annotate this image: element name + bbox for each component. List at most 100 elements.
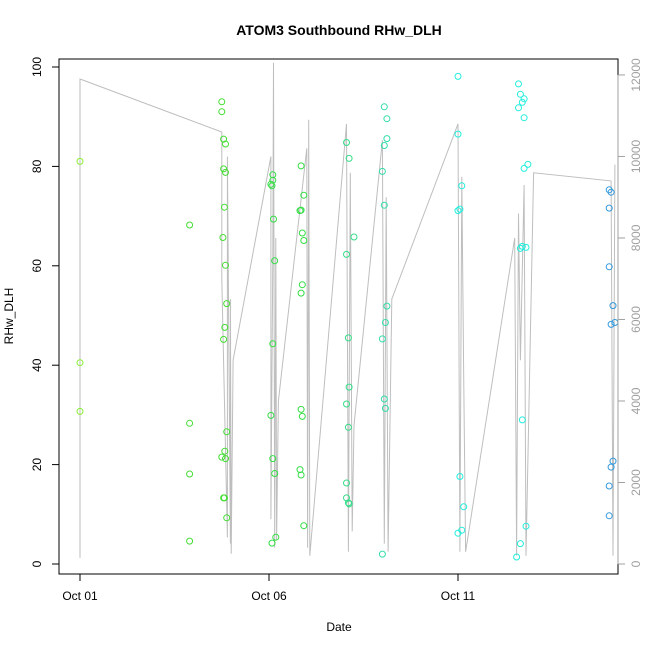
data-point <box>456 205 464 213</box>
data-point <box>458 182 466 190</box>
data-point <box>520 164 528 172</box>
data-point <box>454 130 462 138</box>
points-layer <box>76 72 619 561</box>
data-point <box>520 95 528 103</box>
data-point <box>297 289 305 297</box>
y-tick-label: 0 <box>30 560 44 567</box>
data-point <box>607 320 615 328</box>
data-point <box>186 419 194 427</box>
data-point <box>383 135 391 143</box>
data-point <box>378 167 386 175</box>
data-point <box>516 90 524 98</box>
data-point <box>298 281 306 289</box>
data-point <box>607 188 615 196</box>
data-point <box>383 115 391 123</box>
data-point <box>271 470 279 477</box>
data-point <box>221 323 229 331</box>
data-point <box>607 463 615 471</box>
data-point <box>222 140 229 148</box>
data-point <box>298 229 306 237</box>
data-point <box>343 250 350 258</box>
data-point <box>605 512 613 520</box>
data-point <box>518 416 526 424</box>
data-point <box>269 455 277 463</box>
x-tick-label: Oct 11 <box>441 589 476 603</box>
data-point <box>380 103 388 111</box>
data-point <box>344 423 352 431</box>
data-point <box>76 157 84 165</box>
data-point <box>221 447 229 455</box>
data-point <box>605 204 613 212</box>
data-point <box>350 233 358 241</box>
data-point <box>297 162 305 170</box>
y2-tick-label: 10000 <box>629 139 643 173</box>
x-axis-label: Date <box>326 620 352 634</box>
data-point <box>296 207 304 215</box>
data-point <box>223 514 231 522</box>
data-point <box>218 108 226 116</box>
data-point <box>76 359 84 367</box>
data-point <box>518 242 526 250</box>
y-tick-label: 60 <box>30 259 44 273</box>
data-point <box>272 533 280 541</box>
data-point <box>270 215 277 223</box>
y-tick-label: 100 <box>30 57 44 77</box>
data-point <box>343 400 350 408</box>
data-point <box>300 237 308 244</box>
data-point <box>518 98 526 106</box>
data-point <box>219 234 227 241</box>
axes-layer: Oct 01 Oct 06 Oct 11 0 20 40 60 80 100 0 2000 4000 6… <box>30 57 643 603</box>
data-point <box>345 383 353 391</box>
data-point <box>454 207 462 215</box>
data-point <box>218 98 226 106</box>
data-point <box>300 522 308 530</box>
y-axis-label: RHw_DLH <box>2 288 16 345</box>
data-point <box>522 522 530 530</box>
secondary-series-line <box>79 62 616 558</box>
y-tick-label: 80 <box>30 159 44 173</box>
data-point <box>454 72 462 80</box>
data-point <box>268 539 276 547</box>
data-point <box>516 540 524 548</box>
data-point <box>218 453 226 461</box>
data-point <box>345 500 353 508</box>
data-point <box>344 334 352 342</box>
y2-tick-label: 4000 <box>629 387 643 414</box>
data-point <box>381 404 389 412</box>
data-point <box>298 412 306 420</box>
data-point <box>381 319 389 326</box>
data-point <box>267 180 275 188</box>
data-point <box>520 114 528 122</box>
data-point <box>383 302 391 310</box>
data-point <box>516 244 524 252</box>
data-point <box>222 455 229 463</box>
y2-tick-label: 8000 <box>629 224 643 251</box>
data-point <box>186 470 194 478</box>
data-point <box>220 165 228 173</box>
data-point <box>268 182 276 190</box>
data-point <box>223 300 231 308</box>
data-point <box>297 471 305 479</box>
data-point <box>609 457 617 465</box>
data-point <box>344 499 352 507</box>
data-point <box>515 80 522 88</box>
data-point <box>76 407 84 415</box>
data-point <box>524 160 532 168</box>
y-tick-label: 40 <box>30 358 44 372</box>
data-point <box>343 139 350 146</box>
data-point <box>343 479 350 487</box>
data-point <box>297 405 305 413</box>
plot-box <box>58 58 619 575</box>
data-point <box>345 154 353 162</box>
y2-tick-label: 6000 <box>629 306 643 333</box>
data-point <box>513 553 521 561</box>
data-point <box>186 537 194 545</box>
x-tick-label: Oct 01 <box>62 589 98 603</box>
data-point <box>300 191 308 199</box>
data-point <box>605 482 613 490</box>
data-point <box>271 257 279 265</box>
data-point <box>269 340 277 348</box>
data-point <box>220 494 228 502</box>
secondary-line-layer <box>79 62 616 558</box>
